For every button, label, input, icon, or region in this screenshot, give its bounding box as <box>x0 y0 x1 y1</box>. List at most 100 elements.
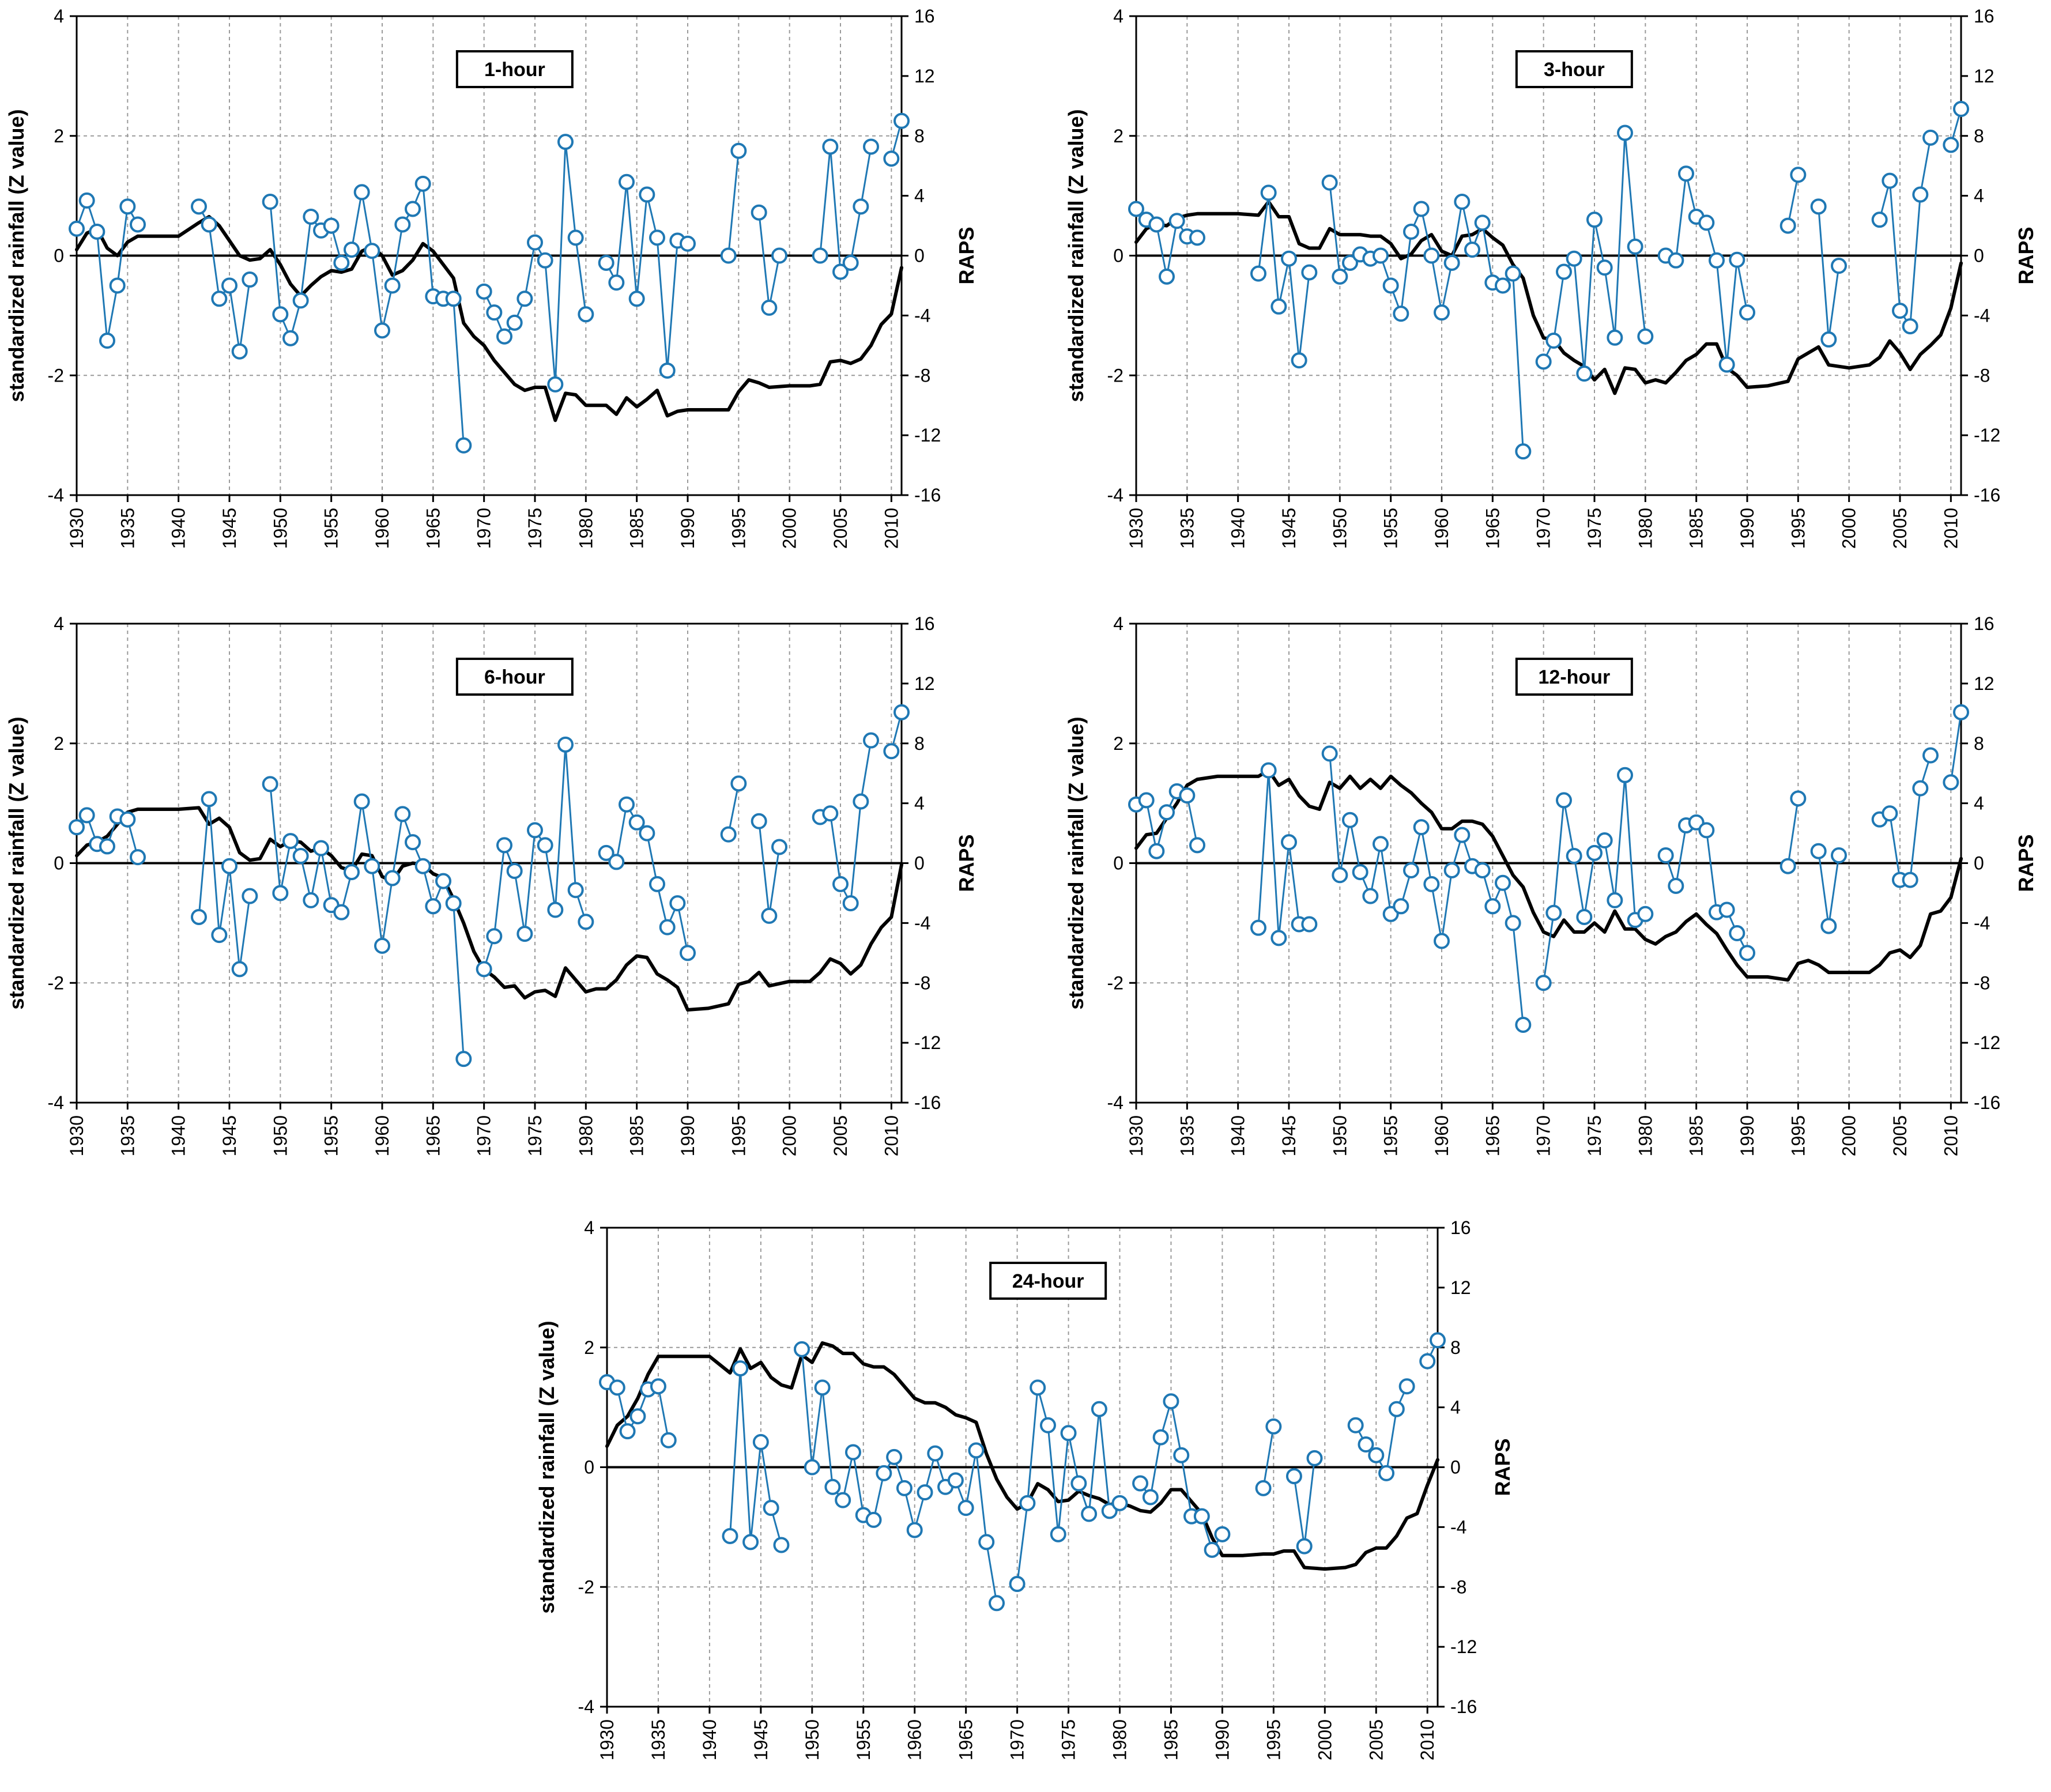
y2-tick-label: 12 <box>914 673 935 694</box>
z-point <box>608 274 625 291</box>
y2-tick-label: 4 <box>1974 186 1984 206</box>
z-point <box>1495 874 1511 891</box>
y2-tick-label: 16 <box>914 6 935 27</box>
z-segment <box>1726 259 1738 365</box>
raps-line <box>605 1341 1439 1571</box>
z-segment <box>269 201 281 315</box>
z-point <box>1443 254 1460 271</box>
z-point <box>853 198 869 215</box>
z-segment <box>1293 1476 1306 1546</box>
z-point <box>883 743 900 760</box>
y2-tick-label: -4 <box>1974 912 1990 933</box>
z-segment <box>310 848 322 901</box>
z-point <box>1566 250 1582 267</box>
z-point <box>1347 1417 1364 1433</box>
z-point <box>1173 1447 1190 1463</box>
z-point <box>303 892 319 908</box>
z-segment <box>350 801 363 873</box>
z-point <box>1586 212 1603 228</box>
z-point <box>628 291 645 307</box>
z-point <box>1505 265 1521 282</box>
x-tick-label: 1960 <box>1431 1115 1452 1156</box>
z-point <box>506 863 523 880</box>
z-point <box>1332 867 1348 884</box>
z-point <box>989 1595 1005 1612</box>
x-tick-label: 1935 <box>1177 508 1197 549</box>
z-segment <box>1088 1409 1100 1514</box>
z-segment <box>544 845 556 910</box>
z-segment <box>1441 262 1453 313</box>
z-point <box>1413 201 1430 217</box>
z-point <box>1637 328 1654 345</box>
z-segment <box>1277 258 1290 307</box>
z-point <box>680 235 696 252</box>
z-segment <box>1369 843 1382 896</box>
y2-tick-label: 4 <box>1450 1397 1461 1418</box>
z-point <box>506 314 523 331</box>
z-point <box>374 937 390 954</box>
z-point <box>527 822 543 839</box>
z-point <box>1403 223 1419 240</box>
x-tick-label: 1965 <box>423 508 443 549</box>
z-point <box>201 216 217 233</box>
x-tick-label: 1930 <box>597 1719 617 1760</box>
x-tick-label: 1940 <box>1228 508 1249 549</box>
x-tick-label: 1945 <box>1279 1115 1299 1156</box>
z-point <box>1637 906 1654 922</box>
x-tick-label: 2005 <box>1890 508 1910 549</box>
z-point <box>1698 822 1715 839</box>
z-point <box>1922 747 1939 764</box>
z-segment <box>965 1450 977 1508</box>
z-point <box>1189 837 1205 854</box>
z-point <box>1168 213 1185 229</box>
x-tick-label: 1990 <box>1737 508 1758 549</box>
x-tick-label: 1965 <box>1482 1115 1503 1156</box>
z-point <box>794 1341 810 1357</box>
z-point <box>89 223 105 240</box>
z-point <box>1484 898 1501 915</box>
z-point <box>211 927 228 944</box>
z-segment <box>1262 1426 1275 1489</box>
z-point <box>486 928 503 945</box>
z-point <box>364 858 380 874</box>
z-point <box>405 834 421 851</box>
z-point <box>1953 704 1969 720</box>
y2-tick-label: -8 <box>914 365 930 386</box>
z-segment <box>1451 201 1463 263</box>
z-point <box>720 826 737 843</box>
z-segment <box>1593 219 1606 268</box>
z-point <box>1260 762 1277 779</box>
z-segment <box>320 848 333 906</box>
z-point <box>598 254 614 271</box>
z-point <box>455 1051 472 1067</box>
z-point <box>927 1445 944 1462</box>
y-tick-label: 4 <box>1113 6 1123 27</box>
z-segment <box>1888 813 1901 880</box>
z-point <box>1953 101 1969 118</box>
z-point <box>639 825 655 842</box>
z-point <box>211 291 228 307</box>
y2-tick-label: -8 <box>1974 365 1990 386</box>
x-tick-label: 2010 <box>881 508 902 549</box>
chart-title-box <box>455 50 574 88</box>
z-point <box>1091 1401 1107 1417</box>
y2-axis-title: RAPS <box>955 834 978 892</box>
z-point <box>1454 194 1471 210</box>
z-segment <box>666 240 678 371</box>
x-tick-label: 1930 <box>1126 1115 1147 1156</box>
x-tick-label: 1985 <box>1686 1115 1707 1156</box>
z-segment <box>749 1442 762 1542</box>
z-point <box>537 837 553 854</box>
y2-tick-label: 4 <box>914 793 925 814</box>
x-tick-label: 1940 <box>699 1719 720 1760</box>
z-segment <box>1950 712 1962 783</box>
y2-tick-label: 16 <box>1974 6 1995 27</box>
z-segment <box>1818 851 1830 926</box>
y2-tick-label: 8 <box>1974 733 1984 754</box>
z-point <box>344 864 360 881</box>
z-point <box>650 1378 666 1395</box>
z-point <box>1321 174 1338 191</box>
z-segment <box>1512 273 1524 452</box>
y-tick-label: -4 <box>48 1092 64 1113</box>
z-point <box>516 291 533 307</box>
